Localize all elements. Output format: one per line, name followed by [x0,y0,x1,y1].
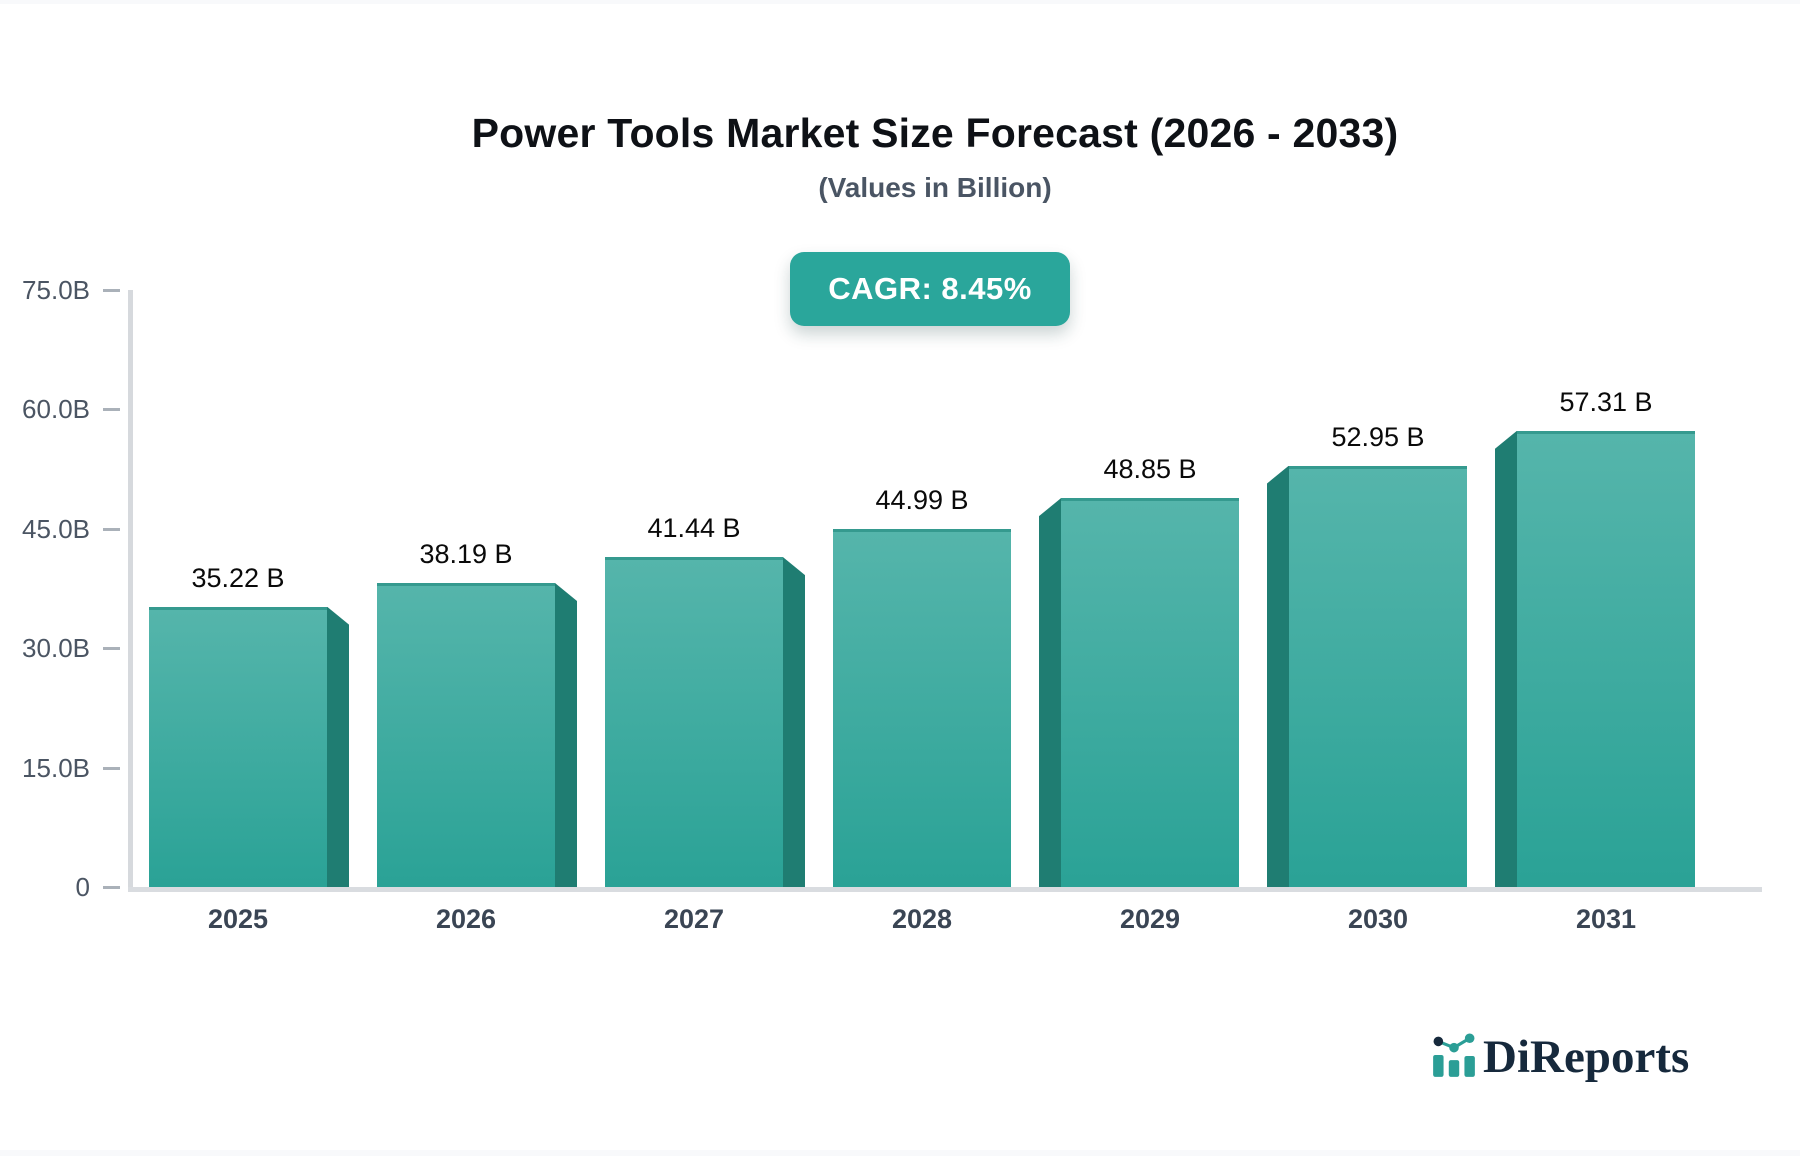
brand-logo: DiReports [1430,1031,1690,1083]
x-axis-label-2026: 2026 [435,904,497,934]
bar-chart-logo-icon [1433,1033,1475,1077]
bar-2031 [1517,430,1695,887]
x-axis-label-2025: 2025 [207,904,269,934]
bar-value-label-2027: 41.44 B [647,513,741,544]
bar-2025 [149,606,327,887]
y-axis-tick-label: 60.0B [22,394,90,425]
bar-2028 [833,528,1011,887]
y-axis-tick-label: 15.0B [22,752,90,783]
y-axis-tick-mark [103,886,120,889]
bar-value-label-2028: 44.99 B [875,484,969,515]
y-axis-tick-label: 45.0B [22,513,90,544]
y-axis-tick-label: 0 [75,872,90,902]
bar-3d-side [1039,498,1061,887]
bar-value-label-2031: 57.31 B [1559,386,1653,417]
x-axis-label-2027: 2027 [663,904,725,934]
y-axis-tick-label: 30.0B [22,633,90,664]
bar-3d-side [783,557,805,887]
x-axis-label-2030: 2030 [1347,904,1409,934]
cagr-badge: CAGR: 8.45% [790,252,1070,326]
bar-2027 [605,557,783,887]
y-axis-tick-mark [103,289,120,292]
x-axis-line [128,887,1762,892]
y-axis-tick-mark [103,408,120,412]
bar-2030 [1289,465,1467,887]
y-axis-tick-label: 75.0B [22,275,90,305]
bar-value-label-2026: 38.19 B [419,539,513,569]
bar-3d-side [1495,430,1517,887]
x-axis-label-2029: 2029 [1119,904,1181,934]
bar-2026 [377,583,555,887]
y-axis-tick-mark [103,766,120,770]
bar-3d-side [1267,465,1289,887]
y-axis-tick-mark [103,527,120,531]
cagr-badge-label: CAGR: 8.45% [828,271,1032,306]
y-axis-tick-mark [103,647,120,651]
x-axis-label-2028: 2028 [891,904,953,934]
bar-3d-side [555,583,577,887]
brand-logo-text: DiReports [1483,1031,1690,1083]
bar-3d-side [327,606,349,887]
bar-2029 [1061,498,1239,887]
bar-value-label-2029: 48.85 B [1103,454,1197,485]
bar-value-label-2025: 35.22 B [191,562,285,593]
bar-value-label-2030: 52.95 B [1331,421,1425,452]
y-axis-line [128,290,133,892]
x-axis-label-2031: 2031 [1575,904,1637,934]
chart-subtitle: (Values in Billion) [818,172,1052,203]
chart-title: Power Tools Market Size Forecast (2026 -… [471,110,1399,156]
